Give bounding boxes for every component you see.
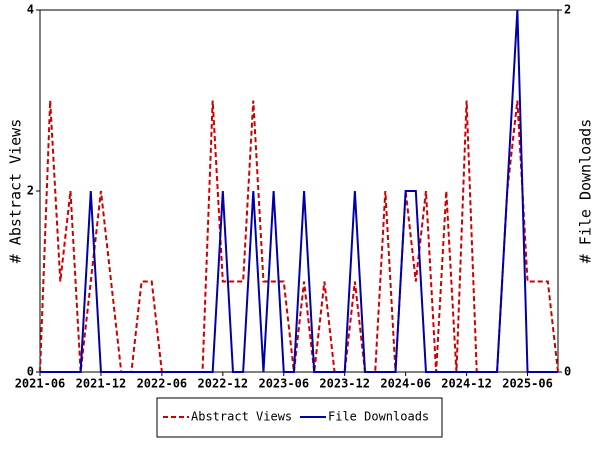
x-tick-label: 2021-12 <box>76 377 127 391</box>
x-tick-label: 2023-12 <box>319 377 370 391</box>
y2-axis-label: # File Downloads <box>577 119 595 264</box>
x-tick-label: 2022-06 <box>137 377 188 391</box>
y2-tick-label: 2 <box>564 3 571 17</box>
y-tick-label: 0 <box>27 365 34 379</box>
x-tick-label: 2023-06 <box>258 377 309 391</box>
plot-frame <box>39 9 559 373</box>
legend-label: File Downloads <box>328 410 429 424</box>
legend-box <box>156 397 443 438</box>
x-tick-label: 2021-06 <box>15 377 66 391</box>
x-tick-label: 2025-06 <box>502 377 553 391</box>
x-tick-label: 2024-06 <box>380 377 431 391</box>
y-axis-label: # Abstract Views <box>7 119 25 264</box>
x-tick-label: 2022-12 <box>198 377 249 391</box>
x-tick-label: 2024-12 <box>441 377 492 391</box>
y-tick-label: 2 <box>27 184 34 198</box>
series-line <box>40 9 558 373</box>
legend-label: Abstract Views <box>191 410 292 424</box>
series-line <box>39 100 559 373</box>
y-tick-label: 4 <box>27 3 34 17</box>
y2-tick-label: 0 <box>564 365 571 379</box>
